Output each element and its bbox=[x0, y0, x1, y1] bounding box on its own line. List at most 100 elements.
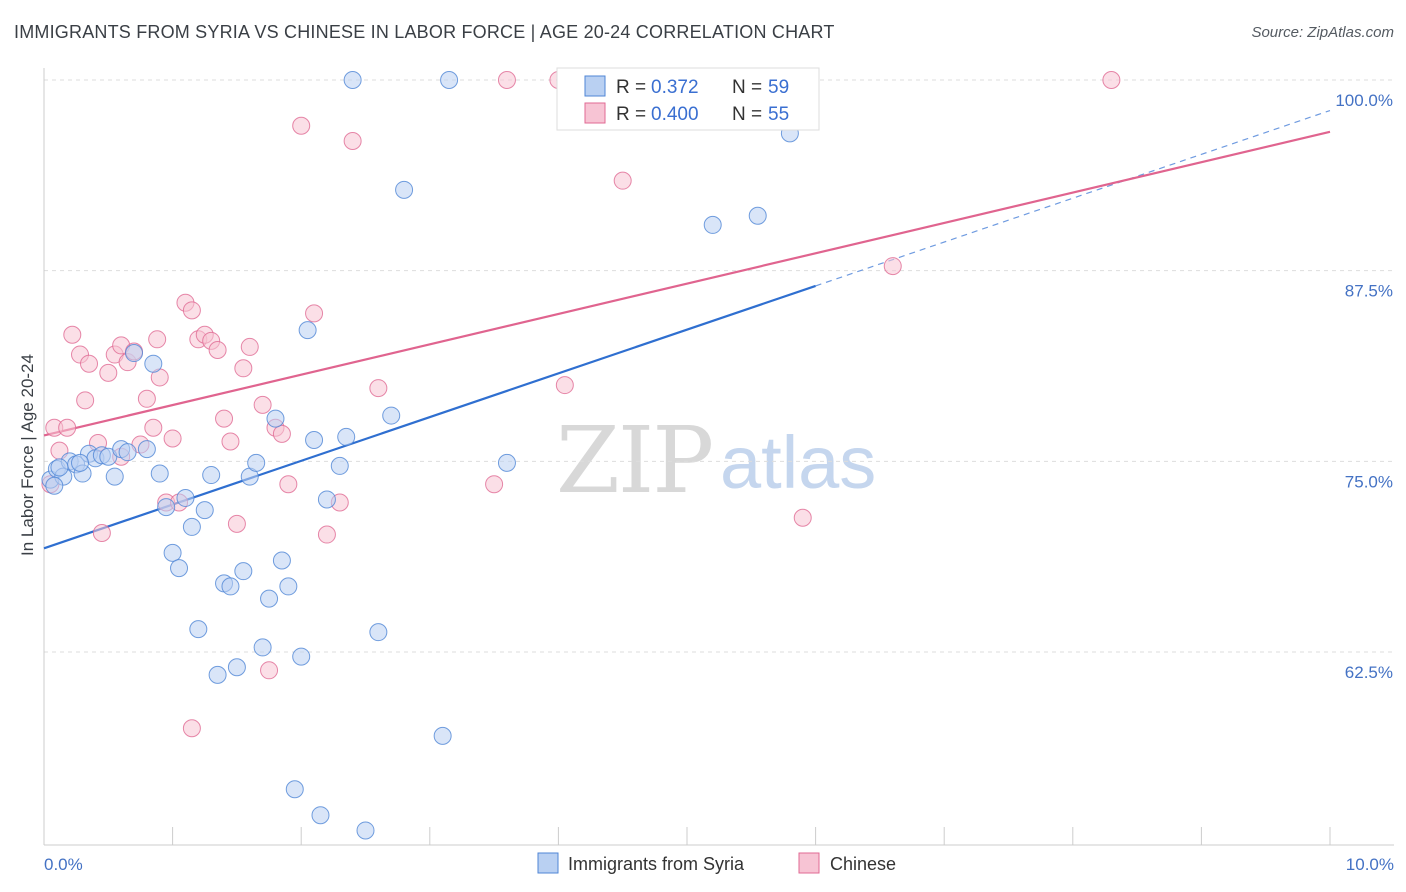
data-point-syria bbox=[176, 488, 195, 507]
data-point-syria bbox=[150, 464, 169, 483]
data-point-syria bbox=[272, 551, 291, 570]
data-point-syria bbox=[118, 443, 137, 462]
y-tick-label: 87.5% bbox=[1345, 282, 1393, 301]
data-point-chinese bbox=[63, 325, 82, 344]
data-point-syria bbox=[182, 517, 201, 536]
legend-r-label: R = bbox=[616, 77, 646, 98]
data-point-chinese bbox=[58, 418, 77, 437]
data-point-chinese bbox=[80, 354, 99, 373]
data-point-syria bbox=[703, 215, 722, 234]
legend: R = 0.372 N = 59 R = 0.400 N = 55 bbox=[556, 67, 820, 131]
chart-title: IMMIGRANTS FROM SYRIA VS CHINESE IN LABO… bbox=[14, 22, 835, 42]
data-point-chinese bbox=[272, 424, 291, 443]
data-point-syria bbox=[279, 577, 298, 596]
data-point-chinese bbox=[208, 340, 227, 359]
data-point-chinese bbox=[215, 409, 234, 428]
y-tick-labels: 62.5% 75.0% 87.5% 100.0% bbox=[1335, 91, 1393, 682]
data-point-chinese bbox=[497, 71, 516, 89]
data-point-syria bbox=[221, 577, 240, 596]
data-point-syria bbox=[170, 559, 189, 578]
data-point-syria bbox=[50, 458, 69, 477]
series-syria bbox=[41, 71, 799, 840]
legend-n-value-chinese: 55 bbox=[768, 104, 789, 125]
data-point-chinese bbox=[317, 525, 336, 544]
bottom-legend-chinese: Chinese bbox=[830, 854, 896, 874]
trend-line-chinese bbox=[43, 130, 1331, 437]
data-point-syria bbox=[105, 467, 124, 486]
legend-r-value-syria: 0.372 bbox=[651, 77, 699, 98]
data-point-chinese bbox=[260, 661, 279, 680]
data-point-syria bbox=[497, 453, 516, 472]
bottom-legend-swatch-chinese bbox=[798, 852, 820, 874]
axes bbox=[43, 68, 1394, 846]
data-point-syria bbox=[330, 456, 349, 475]
watermark-atlas: atlas bbox=[720, 421, 876, 504]
data-point-syria bbox=[317, 490, 336, 509]
data-point-syria bbox=[253, 638, 272, 657]
legend-r-label: R = bbox=[616, 104, 646, 125]
data-point-chinese bbox=[76, 391, 95, 410]
data-point-syria bbox=[440, 71, 459, 89]
y-axis-title: In Labor Force | Age 20-24 bbox=[18, 354, 37, 556]
data-point-syria bbox=[285, 780, 304, 799]
data-point-syria bbox=[157, 498, 176, 517]
data-point-chinese bbox=[92, 524, 111, 543]
data-point-syria bbox=[298, 321, 317, 340]
data-point-chinese bbox=[555, 376, 574, 395]
data-point-syria bbox=[311, 806, 330, 825]
data-point-chinese bbox=[793, 508, 812, 527]
data-point-syria bbox=[137, 440, 156, 459]
series-chinese bbox=[41, 71, 1121, 738]
bottom-legend: Immigrants from Syria Chinese bbox=[537, 852, 896, 874]
data-point-syria bbox=[266, 409, 285, 428]
data-point-chinese bbox=[485, 475, 504, 494]
data-point-chinese bbox=[99, 363, 118, 382]
x-tick-label-max: 10.0% bbox=[1346, 855, 1394, 874]
data-point-syria bbox=[343, 71, 362, 89]
trend-line-syria-extension bbox=[815, 109, 1331, 287]
x-tick-label-min: 0.0% bbox=[44, 855, 83, 874]
legend-n-value-syria: 59 bbox=[768, 77, 789, 98]
data-point-syria bbox=[189, 620, 208, 639]
bottom-legend-syria: Immigrants from Syria bbox=[568, 854, 745, 874]
data-point-chinese bbox=[234, 359, 253, 378]
data-point-syria bbox=[71, 453, 90, 472]
legend-r-value-chinese: 0.400 bbox=[651, 104, 699, 125]
data-point-chinese bbox=[883, 257, 902, 276]
data-point-chinese bbox=[240, 337, 259, 356]
y-tick-label: 100.0% bbox=[1335, 91, 1393, 110]
data-point-chinese bbox=[182, 719, 201, 738]
data-point-syria bbox=[433, 726, 452, 745]
data-point-chinese bbox=[253, 395, 272, 414]
data-point-chinese bbox=[305, 304, 324, 323]
data-point-syria bbox=[748, 206, 767, 225]
data-point-chinese bbox=[343, 132, 362, 151]
data-point-syria bbox=[227, 658, 246, 677]
data-point-syria bbox=[337, 427, 356, 446]
y-tick-label: 75.0% bbox=[1345, 472, 1393, 491]
watermark-zip: ZIP bbox=[556, 407, 712, 514]
data-point-syria bbox=[356, 821, 375, 840]
data-point-chinese bbox=[144, 418, 163, 437]
data-point-syria bbox=[382, 406, 401, 425]
data-point-chinese bbox=[227, 514, 246, 533]
data-point-chinese bbox=[613, 171, 632, 190]
data-point-syria bbox=[144, 354, 163, 373]
data-point-chinese bbox=[182, 301, 201, 320]
legend-n-label: N = bbox=[732, 77, 762, 98]
data-point-syria bbox=[234, 562, 253, 581]
data-point-syria bbox=[395, 180, 414, 199]
data-point-syria bbox=[125, 344, 144, 363]
y-tick-label: 62.5% bbox=[1345, 663, 1393, 682]
legend-swatch-syria bbox=[584, 75, 606, 97]
data-point-chinese bbox=[279, 475, 298, 494]
data-point-syria bbox=[202, 466, 221, 485]
legend-swatch-chinese bbox=[584, 102, 606, 124]
data-point-syria bbox=[195, 501, 214, 520]
data-point-syria bbox=[247, 453, 266, 472]
data-point-chinese bbox=[1102, 71, 1121, 89]
data-point-chinese bbox=[292, 116, 311, 135]
data-point-syria bbox=[260, 589, 279, 608]
source-label: Source: ZipAtlas.com bbox=[1251, 24, 1394, 41]
